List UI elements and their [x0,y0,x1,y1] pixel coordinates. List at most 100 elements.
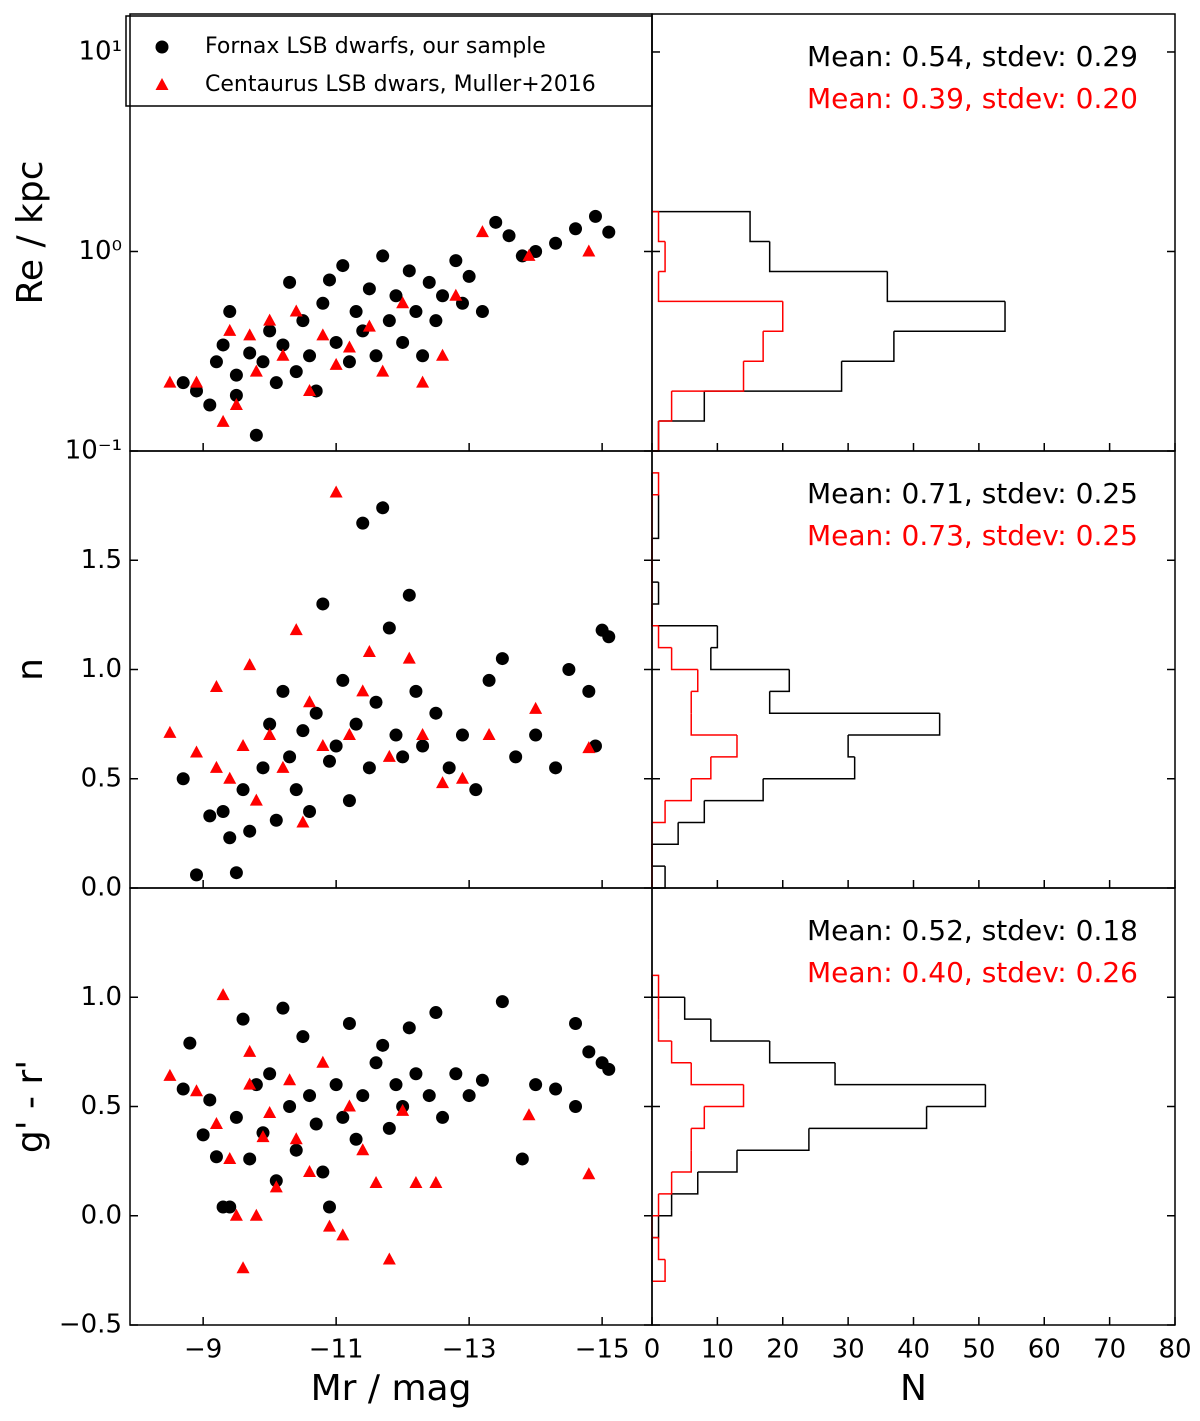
point [522,1108,536,1121]
point [549,761,563,775]
hist-step [691,669,699,693]
point [283,750,297,764]
hist-step [658,241,666,273]
y-tick-label: 10¹ [78,36,122,66]
point [369,695,383,709]
point [422,1089,436,1103]
legend-box [125,15,653,107]
hist-step [652,210,770,243]
point [289,365,303,379]
point [396,750,410,764]
x-tick-label: 40 [897,1335,930,1365]
point [276,1001,290,1015]
point [243,1044,257,1057]
point [402,651,416,664]
x-tick-label: 60 [1028,1335,1061,1365]
point [369,349,383,363]
point [336,673,350,687]
point [369,1056,383,1070]
point [569,222,583,236]
point [416,375,430,388]
point [495,995,509,1009]
point [455,771,469,784]
point [389,728,403,742]
point [229,368,243,382]
point [229,1208,243,1221]
x-tick-label: 10 [701,1335,734,1365]
point [243,824,257,838]
point [223,831,237,845]
point [303,1165,317,1178]
x-tick-label: 80 [1158,1335,1191,1365]
annotation: Mean: 0.39, stdev: 0.20 [807,82,1138,115]
point [263,324,277,338]
point [449,288,463,301]
x-tick-label: −9 [184,1335,222,1365]
point [209,760,223,773]
point [303,349,317,363]
hist-step [652,822,679,846]
point [529,1078,543,1092]
x-tick-label: −11 [309,1335,364,1365]
hist-step [690,1062,744,1086]
hist-step [651,560,659,583]
hist-step [768,691,940,714]
point [569,1016,583,1030]
point [243,1077,257,1090]
point [189,868,203,882]
point [223,305,237,319]
hist-step [652,1215,660,1239]
point [376,364,390,377]
hist-step [651,844,666,867]
hist-step [808,1106,928,1130]
point [283,1100,297,1113]
point [276,760,290,773]
point [369,1175,383,1188]
point [176,772,190,786]
hist-step [847,735,855,758]
panel-frame [651,13,1176,452]
point [396,335,410,349]
point [283,275,297,289]
x-tick-label: 0 [644,1335,661,1365]
hist-step [691,1106,706,1130]
point [303,805,317,819]
point [316,738,330,751]
point [529,728,543,742]
point [362,761,376,775]
hist-step [763,756,856,780]
point [602,1062,616,1076]
point [502,229,516,243]
point [588,209,602,223]
point [509,750,523,764]
hist-step [743,331,764,362]
y-axis-label: g' - r' [10,1060,51,1153]
point [243,346,257,360]
hist-step [671,1150,692,1173]
point [349,1132,363,1146]
point [189,384,203,398]
point [249,428,263,442]
hist-step [710,735,738,758]
point [256,1130,270,1143]
hist-step [652,516,660,540]
point [163,725,177,738]
point [189,375,203,388]
point [256,761,270,775]
point [236,1012,250,1026]
point [349,305,363,319]
point [356,1089,370,1103]
hist-step [886,271,1006,303]
legend-label: Fornax LSB dwarfs, our sample [205,34,546,59]
point [223,1151,237,1164]
point [329,485,343,498]
hist-step [652,421,660,452]
point [209,1150,223,1164]
point [229,398,243,411]
annotation: Mean: 0.40, stdev: 0.26 [807,956,1138,989]
point [442,761,456,775]
point [196,1128,210,1142]
point [303,1089,317,1103]
point [529,244,543,258]
point [436,348,450,361]
